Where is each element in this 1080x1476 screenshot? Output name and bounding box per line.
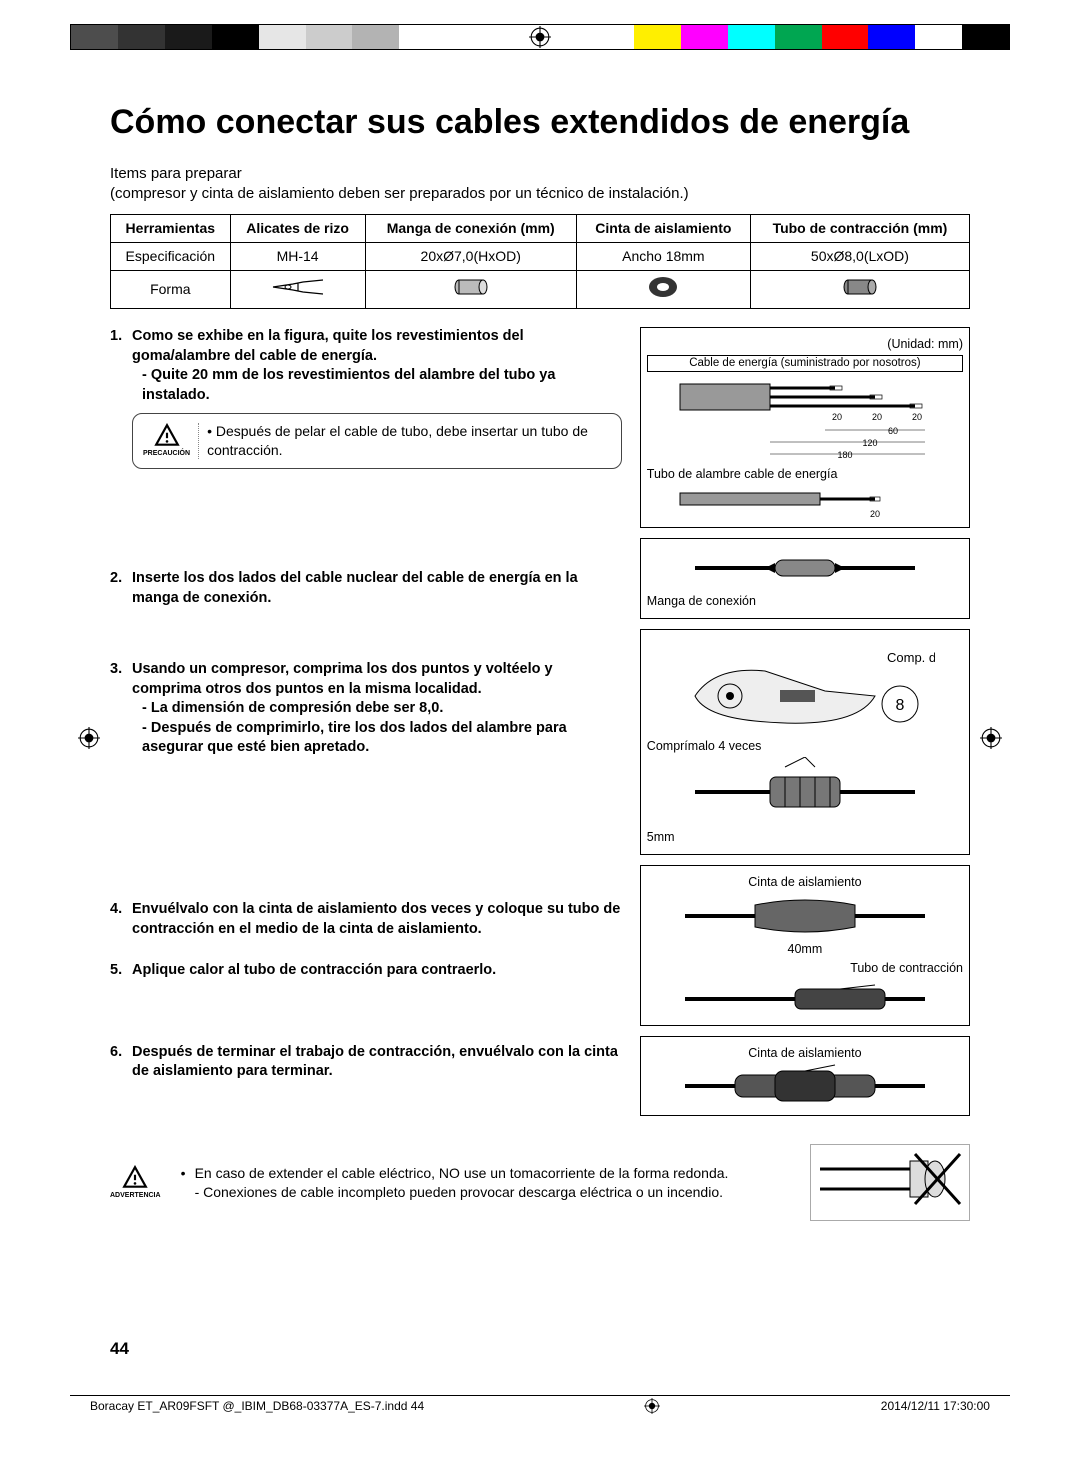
step-6: Después de terminar el trabajo de contra… bbox=[110, 1043, 622, 1082]
tools-header-cell: Herramientas bbox=[111, 215, 231, 243]
step-1-text: Como se exhibe en la figura, quite los r… bbox=[132, 328, 524, 364]
registration-mark bbox=[529, 26, 551, 48]
fig3-compress: Comprímalo 4 veces bbox=[647, 738, 963, 755]
caution-label: PRECAUCIÓN bbox=[143, 449, 190, 458]
colorbar-swatch bbox=[165, 25, 212, 49]
svg-text:20: 20 bbox=[832, 412, 842, 422]
step-6-text: Después de terminar el trabajo de contra… bbox=[132, 1044, 618, 1080]
footer-file: Boracay ET_AR09FSFT @_IBIM_DB68-03377A_E… bbox=[90, 1398, 424, 1418]
colorbar-swatch bbox=[352, 25, 399, 49]
spec-cell: Ancho 18mm bbox=[576, 243, 750, 271]
figure-tape-shrink: Cinta de aislamiento 40mm Tubo de contra… bbox=[640, 865, 970, 1026]
prep-note: (compresor y cinta de aislamiento deben … bbox=[110, 185, 689, 202]
svg-text:20: 20 bbox=[872, 412, 882, 422]
fig5-tape: Cinta de aislamiento bbox=[647, 1045, 963, 1062]
step-1-sub: - Quite 20 mm de los revestimientos del … bbox=[142, 367, 555, 403]
spec-cell: 50xØ8,0(LxOD) bbox=[750, 243, 969, 271]
shape-tape-icon bbox=[576, 271, 750, 309]
step-1: Como se exhibe en la figura, quite los r… bbox=[110, 327, 622, 557]
fig1-unit: (Unidad: mm) bbox=[647, 336, 963, 353]
colorbar-swatch bbox=[962, 25, 1009, 49]
fig4-shrink: Tubo de contracción bbox=[647, 960, 963, 977]
shape-sleeve-icon bbox=[365, 271, 576, 309]
registration-mark bbox=[980, 727, 1002, 749]
figure-compression: 8 Comp. dim. Comprímalo 4 veces 5mm bbox=[640, 629, 970, 855]
shape-pliers-icon bbox=[230, 271, 365, 309]
colorbar-swatch bbox=[822, 25, 869, 49]
tools-header-cell: Manga de conexión (mm) bbox=[365, 215, 576, 243]
colorbar-swatch bbox=[634, 25, 681, 49]
warning-triangle-icon bbox=[122, 1165, 148, 1191]
colorbar-swatch bbox=[868, 25, 915, 49]
svg-text:8: 8 bbox=[895, 697, 904, 714]
colorbar-swatch bbox=[775, 25, 822, 49]
step-5: Aplique calor al tubo de contracción par… bbox=[110, 961, 622, 1031]
warning-line2: - Conexiones de cable incompleto pueden … bbox=[181, 1183, 798, 1202]
print-footer: Boracay ET_AR09FSFT @_IBIM_DB68-03377A_E… bbox=[90, 1398, 990, 1418]
tools-header-cell: Alicates de rizo bbox=[230, 215, 365, 243]
tools-header-cell: Cinta de aislamiento bbox=[576, 215, 750, 243]
svg-text:60: 60 bbox=[888, 426, 898, 436]
step-4: Envuélvalo con la cinta de aislamiento d… bbox=[110, 900, 622, 949]
colorbar-swatch bbox=[587, 25, 634, 49]
figure-final-tape: Cinta de aislamiento bbox=[640, 1036, 970, 1117]
figure-strip-dimensions: (Unidad: mm) Cable de energía (suministr… bbox=[640, 327, 970, 528]
svg-text:Comp. dim.: Comp. dim. bbox=[887, 650, 935, 665]
step-3-sub1: - La dimensión de compresión debe ser 8,… bbox=[142, 700, 443, 716]
page-number: 44 bbox=[110, 1338, 129, 1361]
fig4-tape: Cinta de aislamiento bbox=[647, 874, 963, 891]
fig4-len: 40mm bbox=[647, 941, 963, 958]
step-2: Inserte los dos lados del cable nuclear … bbox=[110, 569, 622, 648]
colorbar-swatch bbox=[71, 25, 118, 49]
caution-box: PRECAUCIÓN • Después de pelar el cable d… bbox=[132, 413, 622, 469]
step-4-text: Envuélvalo con la cinta de aislamiento d… bbox=[132, 901, 620, 937]
spec-cell: 20xØ7,0(HxOD) bbox=[365, 243, 576, 271]
svg-text:180: 180 bbox=[837, 450, 852, 460]
fig1-cable-label: Cable de energía (suministrado por nosot… bbox=[647, 355, 963, 373]
warning-line1: En caso de extender el cable eléctrico, … bbox=[181, 1164, 798, 1183]
colorbar-swatch bbox=[915, 25, 962, 49]
warning-triangle-icon bbox=[154, 423, 180, 449]
fig2-label: Manga de conexión bbox=[647, 593, 963, 610]
step-2-text: Inserte los dos lados del cable nuclear … bbox=[132, 570, 578, 606]
step-3-sub2: - Después de comprimirlo, tire los dos l… bbox=[142, 720, 567, 756]
fig3-gap: 5mm bbox=[647, 829, 963, 846]
warning-label: ADVERTENCIA bbox=[110, 1191, 161, 1200]
tools-table: HerramientasAlicates de rizoManga de con… bbox=[110, 214, 970, 309]
colorbar-swatch bbox=[118, 25, 165, 49]
shape-row-label: Forma bbox=[111, 271, 231, 309]
prep-section: Items para preparar (compresor y cinta d… bbox=[110, 164, 970, 205]
warning-illustration bbox=[810, 1144, 970, 1220]
svg-text:20: 20 bbox=[912, 412, 922, 422]
fig1-tube-label: Tubo de alambre cable de energía bbox=[647, 466, 963, 483]
svg-text:20: 20 bbox=[870, 509, 880, 519]
shape-shrinktube-icon bbox=[750, 271, 969, 309]
steps-list: Como se exhibe en la figura, quite los r… bbox=[110, 327, 622, 1082]
colorbar-swatch bbox=[446, 25, 493, 49]
registration-mark-icon bbox=[644, 1398, 660, 1418]
step-3: Usando un compresor, comprima los dos pu… bbox=[110, 660, 622, 888]
spec-cell: MH-14 bbox=[230, 243, 365, 271]
registration-mark bbox=[78, 727, 100, 749]
colorbar-swatch bbox=[259, 25, 306, 49]
colorbar-swatch bbox=[681, 25, 728, 49]
figure-connection-sleeve: Manga de conexión bbox=[640, 538, 970, 619]
caution-text: Después de pelar el cable de tubo, debe … bbox=[207, 423, 588, 458]
footer-timestamp: 2014/12/11 17:30:00 bbox=[881, 1398, 990, 1418]
colorbar-swatch bbox=[306, 25, 353, 49]
page-title: Cómo conectar sus cables extendidos de e… bbox=[110, 100, 970, 146]
footer-divider bbox=[70, 1395, 1010, 1396]
step-5-text: Aplique calor al tubo de contracción par… bbox=[132, 962, 496, 978]
prep-heading: Items para preparar bbox=[110, 165, 242, 182]
step-3-text: Usando un compresor, comprima los dos pu… bbox=[132, 661, 553, 697]
tools-header-cell: Tubo de contracción (mm) bbox=[750, 215, 969, 243]
warning-row: ADVERTENCIA En caso de extender el cable… bbox=[110, 1144, 970, 1220]
colorbar-swatch bbox=[399, 25, 446, 49]
colorbar-swatch bbox=[212, 25, 259, 49]
spec-row-label: Especificación bbox=[111, 243, 231, 271]
colorbar-swatch bbox=[728, 25, 775, 49]
svg-text:120: 120 bbox=[862, 438, 877, 448]
